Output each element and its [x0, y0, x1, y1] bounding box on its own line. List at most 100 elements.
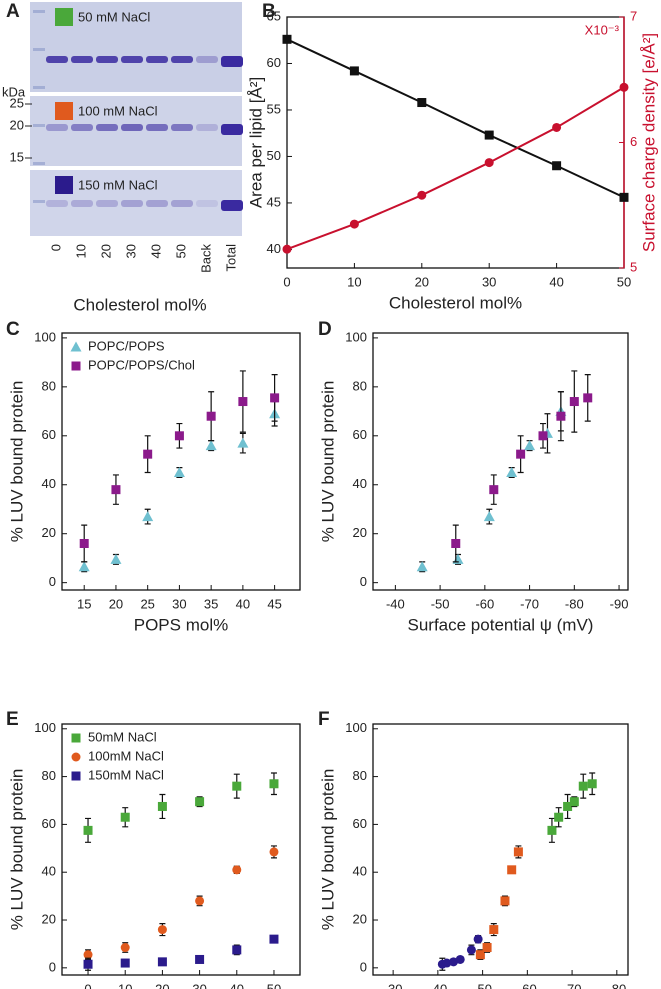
y2-tick-label: 7 [630, 8, 637, 23]
y-tick-label: 40 [42, 864, 56, 879]
y-tick-label: 60 [353, 816, 367, 831]
lane-label: 30 [123, 244, 138, 258]
lane-label: 20 [98, 244, 113, 258]
x-tick-label: 50 [617, 274, 631, 289]
y-tick-label: 40 [42, 476, 56, 491]
marker [578, 781, 588, 791]
plot-frame [372, 723, 629, 976]
ladder-band [33, 124, 45, 127]
marker [157, 925, 167, 935]
y2-tick-label: 5 [630, 259, 637, 274]
marker [484, 158, 494, 168]
marker [556, 411, 566, 421]
gel-band [121, 56, 143, 63]
plot-frame [372, 332, 629, 591]
marker [489, 925, 499, 935]
gel-band [196, 56, 218, 63]
x-tick-label: 30 [482, 274, 496, 289]
x-label: POPS mol% [134, 615, 228, 634]
ladder-band [33, 86, 45, 89]
x-tick-label: 10 [118, 981, 132, 989]
marker [569, 397, 579, 407]
marker [157, 801, 167, 811]
x-tick-label: 40 [549, 274, 563, 289]
y-tick-label: 100 [345, 329, 367, 344]
gel-band [121, 200, 143, 207]
y-tick-label: 80 [42, 378, 56, 393]
gel-label: 150 mM NaCl [78, 177, 158, 192]
x-tick-label: 10 [347, 274, 361, 289]
marker [269, 847, 279, 857]
lane-label: Back [198, 244, 213, 273]
y-tick-label: 20 [353, 911, 367, 926]
marker [475, 950, 485, 960]
x-tick-label: 20 [109, 596, 123, 611]
y-tick-label: 100 [34, 720, 56, 735]
y-tick-label: 65 [267, 8, 281, 23]
gel-band [171, 56, 193, 63]
marker [111, 485, 121, 495]
y-tick-label: 100 [34, 329, 56, 344]
marker [583, 393, 593, 403]
gel-band [121, 124, 143, 131]
y-tick-label: 20 [353, 525, 367, 540]
marker [232, 945, 242, 955]
gel-band [96, 124, 118, 131]
gel-band [146, 56, 168, 63]
gel-band [71, 124, 93, 131]
marker [110, 553, 122, 564]
y-tick-label: 40 [353, 864, 367, 879]
marker [270, 393, 280, 403]
gel-band [171, 200, 193, 207]
y-tick-label: 20 [42, 911, 56, 926]
marker [195, 896, 205, 906]
lane-label: Total [223, 244, 238, 272]
legend-label: 150mM NaCl [88, 767, 164, 782]
marker [269, 779, 279, 789]
marker [238, 397, 248, 407]
marker [516, 449, 526, 459]
gel-label: 50 mM NaCl [78, 9, 150, 24]
marker [232, 865, 242, 875]
gel-band [171, 124, 193, 131]
legend-label: 50mM NaCl [88, 729, 157, 744]
marker [206, 411, 216, 421]
y-tick-label: 60 [267, 55, 281, 70]
marker [482, 943, 492, 953]
y-label: % LUV bound protein [318, 381, 337, 543]
gel-band [196, 124, 218, 131]
y-tick-label: 80 [42, 768, 56, 783]
marker [237, 437, 249, 448]
x-tick-label: -40 [428, 981, 447, 989]
legend-label: POPC/POPS [88, 338, 165, 353]
legend-marker [71, 771, 81, 781]
marker [78, 561, 90, 572]
gel-label: 100 mM NaCl [78, 103, 158, 118]
gel-band [146, 124, 168, 131]
gel-band [96, 200, 118, 207]
marker [83, 825, 93, 835]
swatch [55, 102, 73, 120]
marker [416, 561, 428, 572]
x-tick-label: -60 [475, 596, 494, 611]
marker [143, 449, 153, 459]
y-tick-label: 0 [360, 574, 367, 589]
ladder-band [33, 200, 45, 203]
y-tick-label: 20 [42, 525, 56, 540]
x-tick-label: -30 [384, 981, 403, 989]
ladder-band [33, 162, 45, 165]
series-line [286, 86, 625, 251]
ladder-label: 25 [10, 95, 24, 110]
marker [619, 82, 629, 92]
marker [563, 801, 573, 811]
x-tick-label: 40 [236, 596, 250, 611]
y-label: % LUV bound protein [318, 769, 337, 931]
legend-marker [71, 361, 81, 371]
x-tick-label: -50 [431, 596, 450, 611]
x-tick-label: 15 [77, 596, 91, 611]
x-tick-label: -60 [518, 981, 537, 989]
y-tick-label: 40 [267, 241, 281, 256]
y-tick-label: 100 [345, 720, 367, 735]
gel-xlabel: Cholesterol mol% [73, 295, 206, 314]
